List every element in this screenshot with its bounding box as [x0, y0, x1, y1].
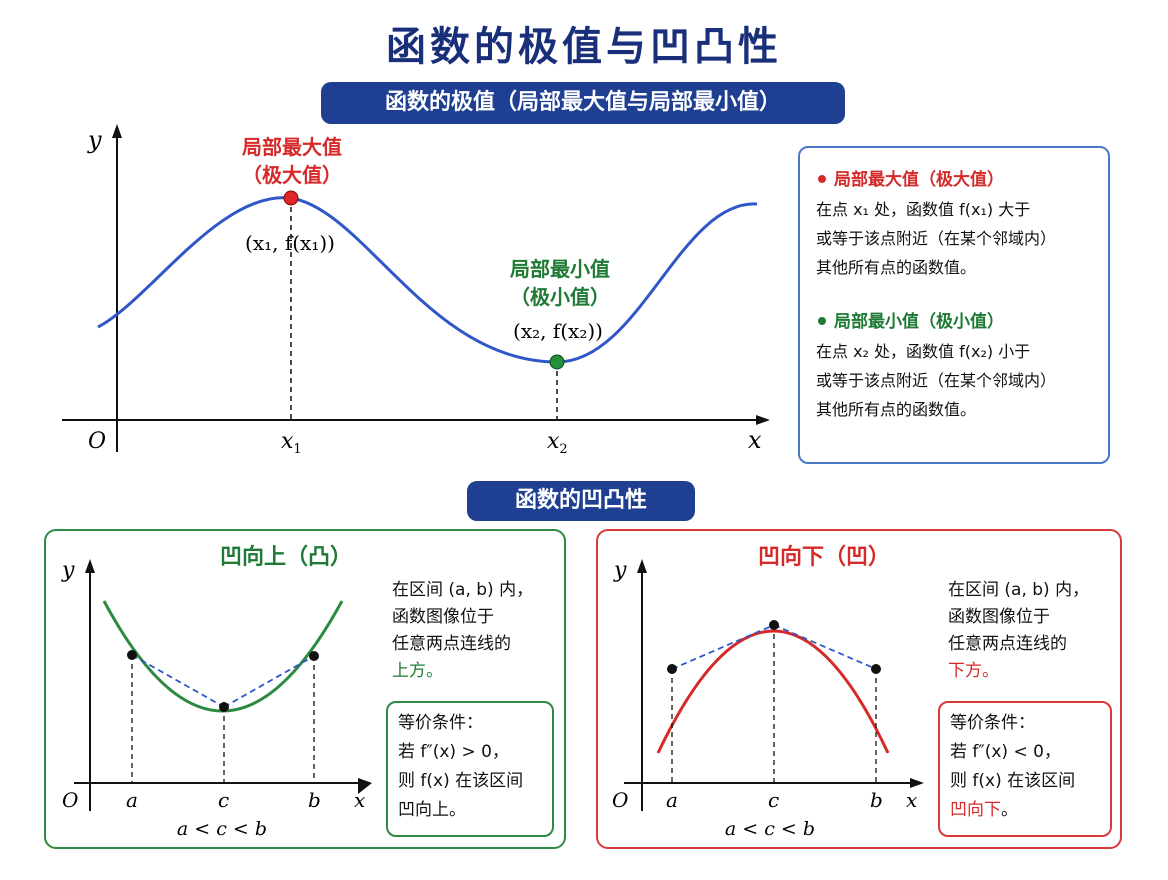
min-info-heading: 局部最小值（极小值） — [816, 308, 1092, 337]
concave-desc-line1: 在区间 (a, b) 内， — [948, 580, 1090, 600]
concave-cond-line1: 等价条件： — [950, 713, 1035, 733]
convex-desc-line4: 上方。 — [392, 661, 443, 681]
x2-tick-label: x2 — [547, 429, 568, 457]
concave-cond-line2: 若 f″(x) < 0， — [950, 742, 1061, 762]
convexity-section-header: 函数的凹凸性 — [467, 481, 695, 521]
min-point-label: (x₂, f(x₂)) — [513, 319, 603, 343]
convex-x-label: x — [354, 788, 365, 812]
max-label-line2: （极大值） — [242, 163, 342, 187]
concave-x-label: x — [906, 788, 917, 812]
min-info-line3: 其他所有点的函数值。 — [816, 400, 977, 419]
x-axis-arrow — [756, 415, 770, 425]
max-point-label: (x₁, f(x₁)) — [245, 231, 335, 255]
convex-panel-title: 凹向上（凸） — [220, 545, 353, 570]
concave-panel: 凹向下（凹） y O x a c b a < c < b 在区间 (a, b) … — [596, 529, 1122, 849]
convex-origin-label: O — [62, 788, 78, 812]
max-info-line2: 或等于该点附近（在某个邻域内） — [816, 229, 1057, 248]
concave-desc-line3: 任意两点连线的 — [948, 634, 1067, 654]
y-axis-arrow — [112, 124, 122, 138]
convex-cond-line2: 若 f″(x) > 0， — [398, 742, 509, 762]
green-bullet-icon — [818, 317, 826, 325]
min-label-line1: 局部最小值 — [509, 257, 610, 281]
extrema-info-card: 局部最大值（极大值） 在点 x₁ 处，函数值 f(x₁) 大于 或等于该点附近（… — [798, 146, 1110, 464]
convex-y-arrow — [85, 559, 95, 573]
concave-chord-left — [671, 624, 775, 670]
origin-label: O — [88, 429, 106, 454]
convex-chord-right — [223, 655, 315, 708]
convex-description: 在区间 (a, b) 内， 函数图像位于 任意两点连线的 上方。 — [392, 577, 533, 685]
concave-order-label: a < c < b — [725, 818, 815, 840]
convex-curve — [102, 600, 344, 713]
concave-tick-a: a — [666, 788, 678, 812]
max-label-line1: 局部最大值 — [241, 135, 342, 159]
convex-tick-b: b — [308, 788, 321, 812]
concave-desc-line2: 函数图像位于 — [948, 607, 1050, 627]
convex-condition-box: 等价条件： 若 f″(x) > 0， 则 f(x) 在该区间 凹向上。 — [386, 701, 554, 837]
convex-desc-line1: 在区间 (a, b) 内， — [392, 580, 534, 600]
convex-desc-line2: 函数图像位于 — [392, 607, 494, 627]
concave-diagram: y O x a c b a < c < b — [612, 558, 924, 840]
concave-y-arrow — [637, 559, 647, 573]
concave-chord-right — [773, 624, 877, 670]
max-info-line1: 在点 x₁ 处，函数值 f(x₁) 大于 — [816, 200, 1031, 219]
convex-cond-line1: 等价条件： — [398, 713, 483, 733]
concave-point-a — [667, 664, 677, 674]
concave-tick-c: c — [768, 788, 779, 812]
convex-cond-line3: 则 f(x) 在该区间 — [398, 771, 524, 791]
y-axis-label: y — [87, 126, 102, 154]
convex-cond-line4: 凹向上。 — [398, 800, 466, 820]
concave-panel-title: 凹向下（凹） — [758, 545, 891, 570]
extrema-curve — [97, 196, 758, 364]
concave-tick-b: b — [870, 788, 883, 812]
convex-diagram: y O x a c b a < c < b — [61, 558, 372, 840]
convex-order-label: a < c < b — [177, 818, 267, 840]
convex-panel: 凹向上（凸） y O x a c b a < c < b 在区间 (a, b) … — [44, 529, 566, 849]
convex-point-a — [127, 650, 137, 660]
concave-cond-line3: 则 f(x) 在该区间 — [950, 771, 1076, 791]
concave-desc-line4: 下方。 — [948, 661, 999, 681]
concave-description: 在区间 (a, b) 内， 函数图像位于 任意两点连线的 下方。 — [948, 577, 1089, 685]
convex-point-c — [219, 702, 229, 712]
convex-desc-line3: 任意两点连线的 — [392, 634, 511, 654]
concave-condition-box: 等价条件： 若 f″(x) < 0， 则 f(x) 在该区间 凹向下。 — [938, 701, 1112, 837]
x1-tick-label: x1 — [281, 429, 302, 457]
concave-curve — [656, 629, 890, 754]
convex-chord-left — [131, 654, 225, 708]
concave-origin-label: O — [612, 788, 628, 812]
extrema-section-header: 函数的极值（局部最大值与局部最小值） — [321, 82, 845, 124]
convex-tick-a: a — [126, 788, 138, 812]
max-info-line3: 其他所有点的函数值。 — [816, 258, 977, 277]
concave-x-arrow — [910, 778, 924, 788]
concave-cond-line4: 凹向下。 — [950, 800, 1018, 820]
red-bullet-icon — [818, 175, 826, 183]
min-label-line2: （极小值） — [510, 285, 610, 309]
concave-point-c — [769, 620, 779, 630]
convex-point-b — [309, 651, 319, 661]
convex-y-label: y — [61, 558, 75, 583]
max-info-heading: 局部最大值（极大值） — [816, 166, 1092, 195]
min-point — [549, 354, 565, 370]
min-info-line1: 在点 x₂ 处，函数值 f(x₂) 小于 — [816, 342, 1031, 361]
max-point — [283, 190, 299, 206]
concave-point-b — [871, 664, 881, 674]
min-info-line2: 或等于该点附近（在某个邻域内） — [816, 371, 1057, 390]
x-axis-label: x — [748, 426, 762, 454]
concave-y-label: y — [613, 558, 627, 583]
convex-tick-c: c — [218, 788, 229, 812]
page-title: 函数的极值与凹凸性 — [386, 24, 782, 70]
convex-x-arrow — [358, 778, 372, 794]
